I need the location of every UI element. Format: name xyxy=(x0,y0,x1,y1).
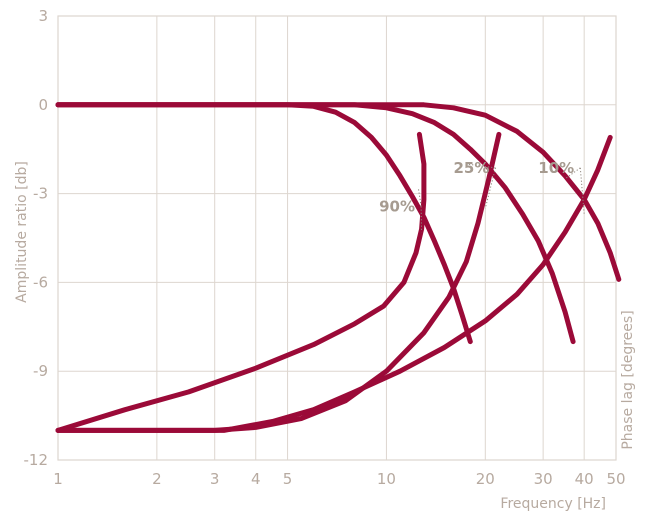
y-tick-label: -6 xyxy=(33,273,48,291)
x-tick-label: 30 xyxy=(534,470,553,488)
phase-curve-4 xyxy=(55,131,427,433)
y-tick-label: 0 xyxy=(38,96,48,114)
y-tick-label: 3 xyxy=(38,7,48,25)
x-axis-title: Frequency [Hz] xyxy=(500,496,606,512)
y-tick-label: -12 xyxy=(24,451,49,469)
annotation-label: 25% xyxy=(453,159,489,177)
x-tick-label: 5 xyxy=(283,470,293,488)
y-tick-label: -3 xyxy=(33,185,48,203)
annotation-layer: 90% 25% 10% xyxy=(379,159,585,233)
secondary-y-axis-title: Phase lag [degrees] xyxy=(620,310,636,449)
grid-layer xyxy=(57,15,617,461)
y-axis-title: Amplitude ratio [db] xyxy=(14,161,30,303)
amplitude-curve-2 xyxy=(55,102,576,345)
x-tick-label: 4 xyxy=(251,470,261,488)
annotation-leader-line xyxy=(484,167,496,209)
curve-layer xyxy=(55,102,622,433)
amplitude-curve-3 xyxy=(55,102,622,282)
y-tick-label: -9 xyxy=(33,362,48,380)
amplitude-curve-1 xyxy=(55,102,473,345)
x-tick-label: 1 xyxy=(53,470,63,488)
annotation-label: 10% xyxy=(538,159,574,177)
x-tick-label: 40 xyxy=(575,470,594,488)
plot-area-border xyxy=(57,15,617,461)
x-tick-label: 3 xyxy=(210,470,220,488)
phase-curve-6 xyxy=(55,134,613,433)
x-tick-label: 50 xyxy=(606,470,625,488)
annotation-label: 90% xyxy=(379,197,415,215)
annotation-leader-line xyxy=(579,167,585,215)
x-tick-label: 10 xyxy=(377,470,396,488)
x-tick-label: 20 xyxy=(476,470,495,488)
x-tick-label: 2 xyxy=(152,470,162,488)
